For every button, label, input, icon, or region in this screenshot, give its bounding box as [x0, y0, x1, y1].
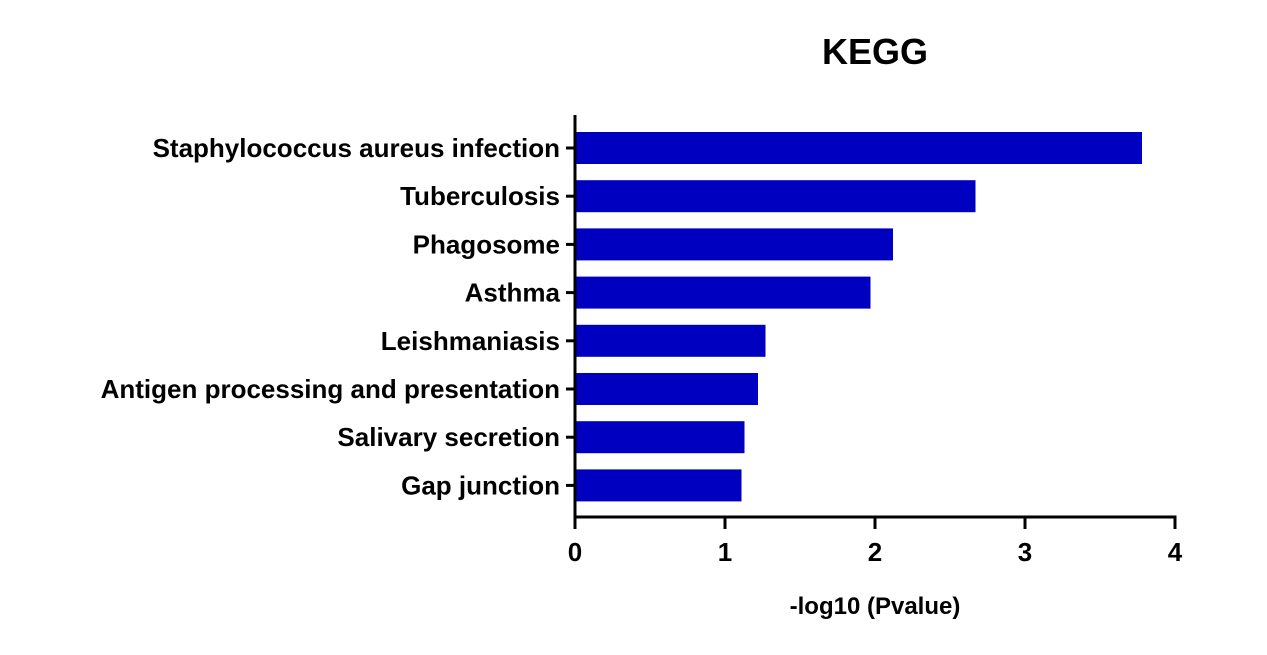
- bar-3: [575, 228, 893, 261]
- x-tick-label-4: 4: [1168, 537, 1183, 567]
- y-axis-ticks: [566, 146, 575, 487]
- x-tick-label-0: 0: [568, 537, 582, 567]
- bar-8: [575, 469, 742, 502]
- x-axis-label: -log10 (Pvalue): [790, 593, 961, 620]
- y-tick-label-6: Antigen processing and presentation: [101, 374, 560, 404]
- bars-group: [575, 132, 1142, 502]
- x-tick-label-3: 3: [1018, 537, 1032, 567]
- y-axis-labels: Staphylococcus aureus infection Tuberculo…: [101, 133, 561, 500]
- bar-6: [575, 373, 758, 405]
- x-axis-ticks: [573, 517, 1177, 529]
- y-tick-label-3: Phagosome: [413, 229, 560, 259]
- x-tick-label-1: 1: [718, 537, 732, 567]
- y-tick-label-1: Staphylococcus aureus infection: [153, 133, 560, 163]
- bar-7: [575, 421, 745, 454]
- y-tick-label-7: Salivary secretion: [337, 422, 560, 452]
- y-tick-label-8: Gap junction: [401, 470, 560, 500]
- bar-5: [575, 324, 766, 357]
- x-axis-tick-labels: 0 1 2 3 4: [568, 537, 1183, 567]
- chart-title: KEGG: [822, 31, 928, 72]
- x-tick-label-2: 2: [868, 537, 882, 567]
- y-tick-label-2: Tuberculosis: [400, 181, 560, 211]
- bar-2: [575, 180, 976, 213]
- y-tick-label-4: Asthma: [465, 278, 561, 308]
- bar-1: [575, 132, 1142, 164]
- y-tick-label-5: Leishmaniasis: [381, 326, 560, 356]
- bar-4: [575, 276, 871, 309]
